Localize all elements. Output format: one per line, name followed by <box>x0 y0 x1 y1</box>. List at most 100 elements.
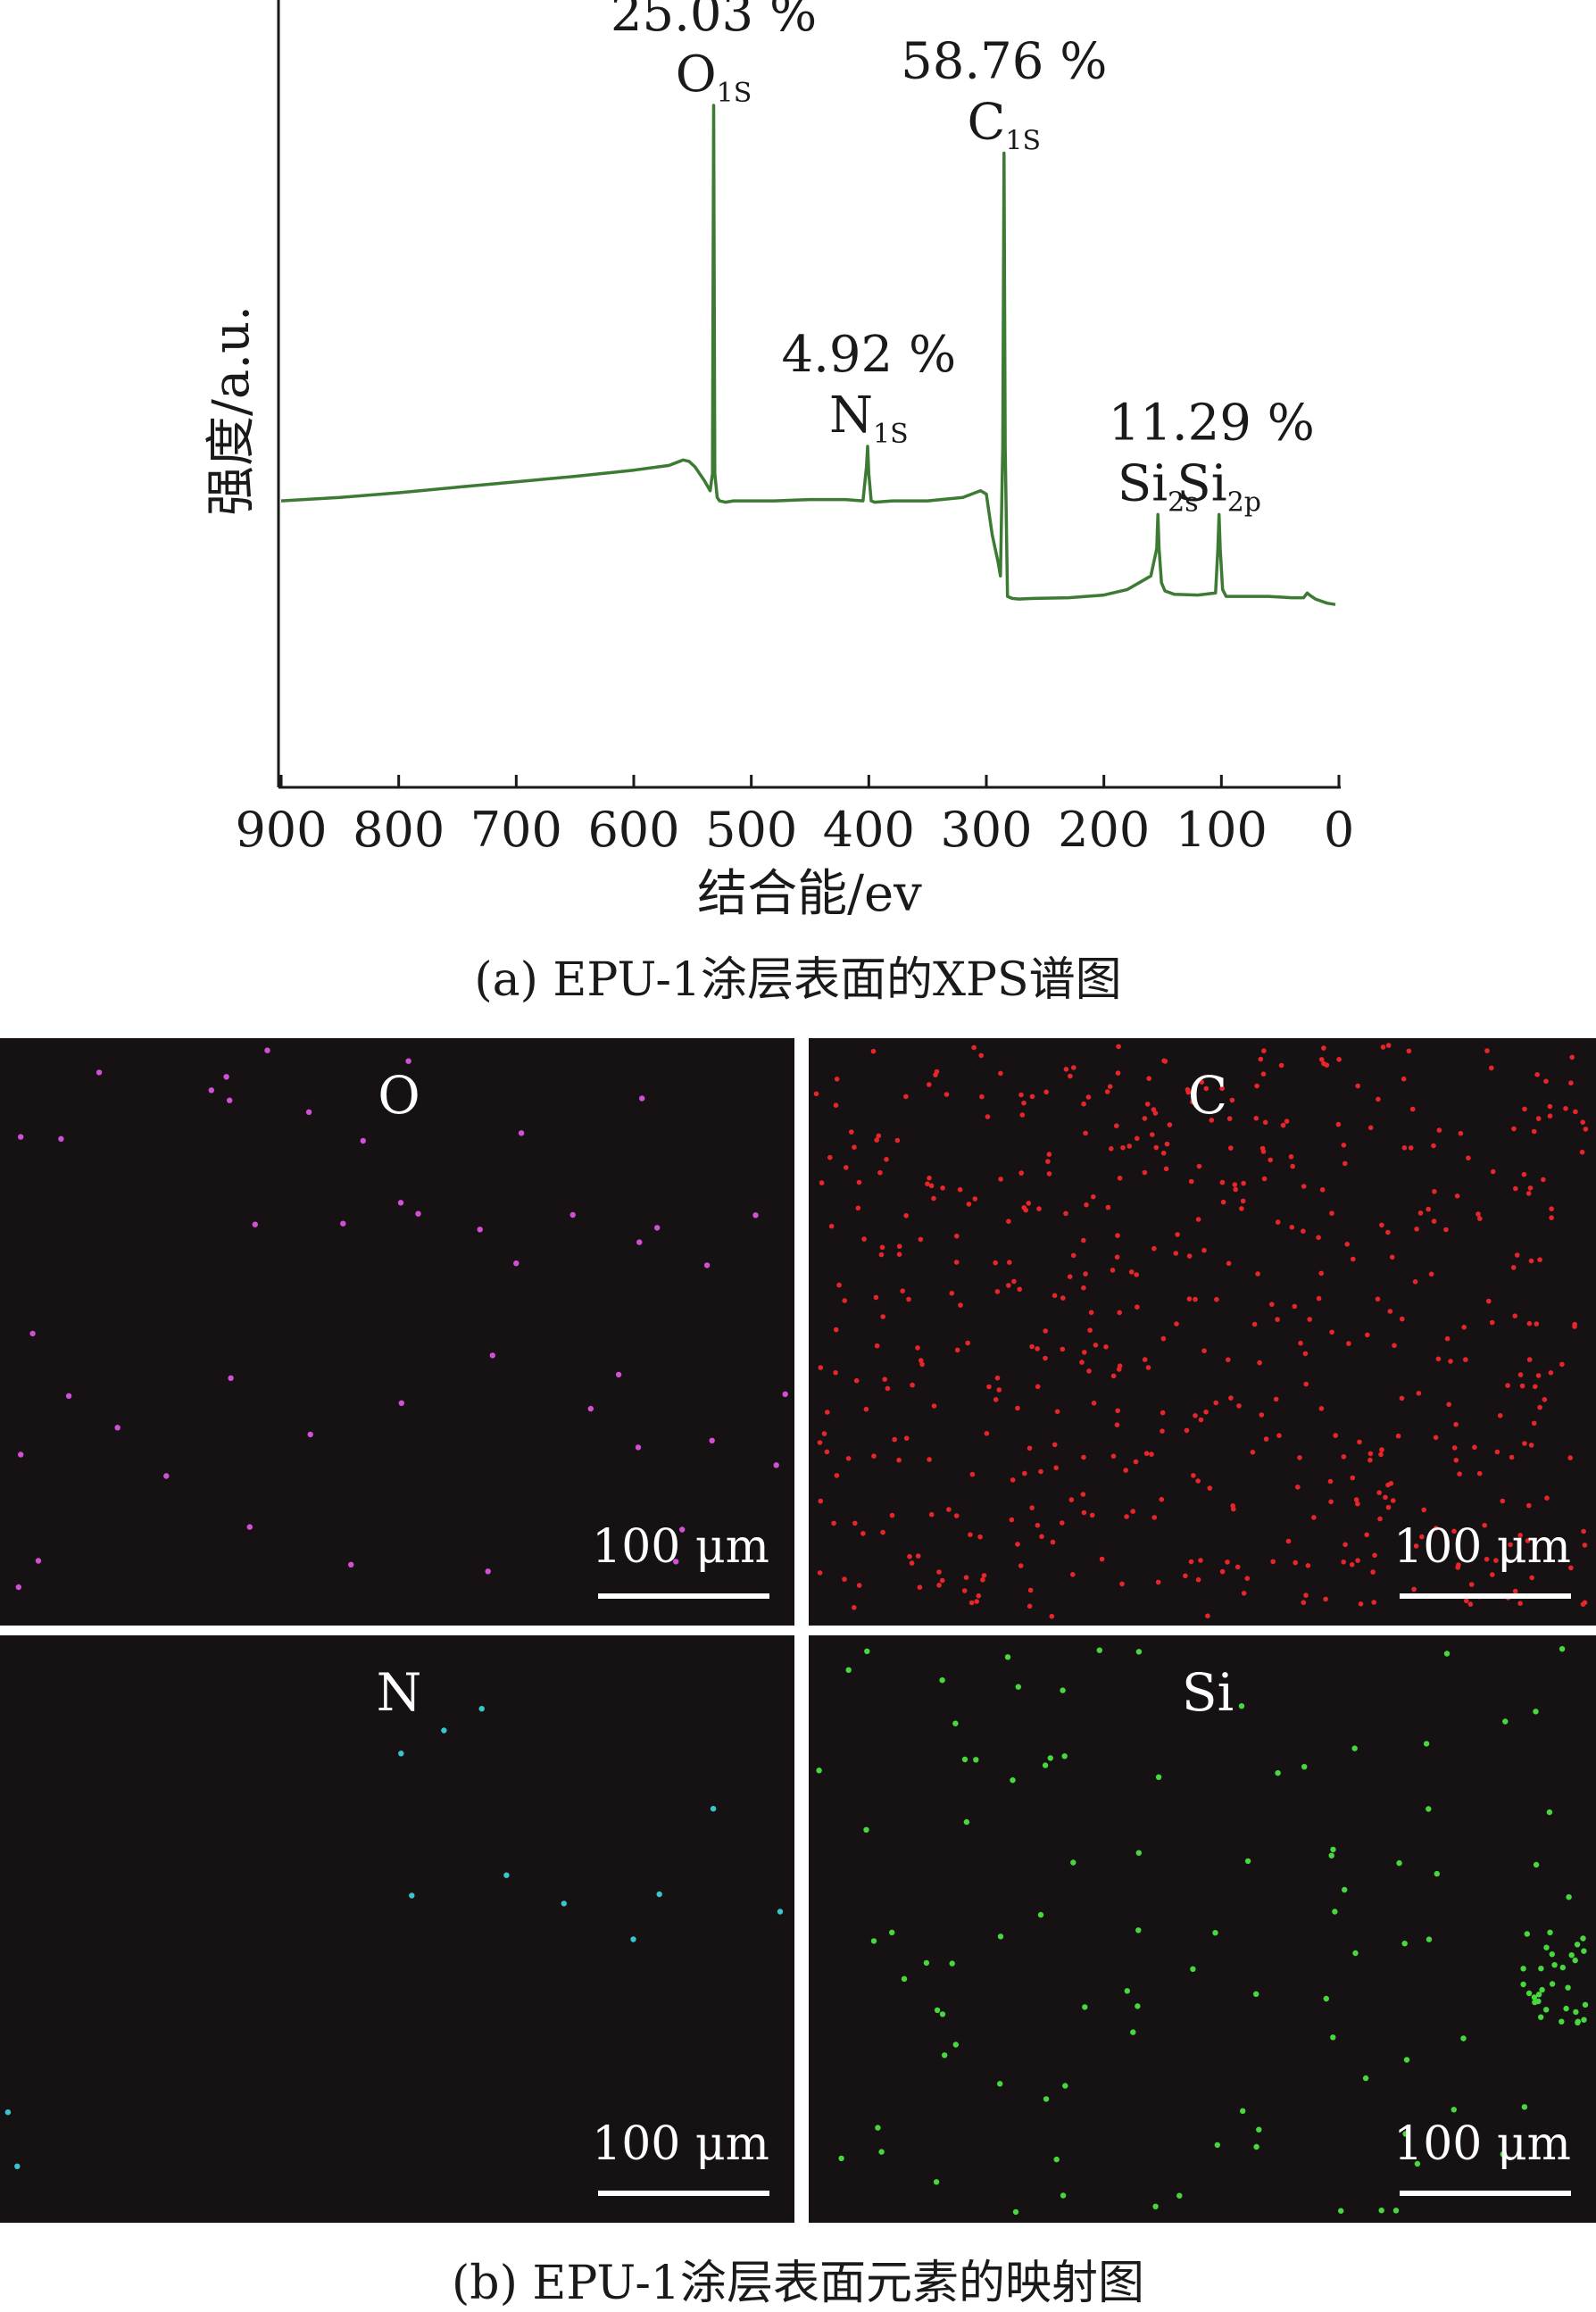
element-dot <box>969 1471 976 1477</box>
peak-percent-label: 11.29 % <box>1109 394 1315 452</box>
element-dot <box>1328 1499 1334 1505</box>
element-dot <box>1079 1360 1085 1365</box>
element-dot <box>1544 1495 1550 1501</box>
element-dot <box>852 1520 858 1526</box>
element-dot <box>409 1892 415 1899</box>
element-dot <box>907 1553 912 1559</box>
element-dot <box>1401 1076 1407 1082</box>
element-dot <box>1240 2108 1246 2114</box>
element-dot <box>870 1048 877 1054</box>
element-dot <box>1408 1145 1414 1151</box>
element-dot <box>398 1400 404 1406</box>
element-dot <box>1105 1204 1111 1210</box>
element-dot <box>1569 1054 1575 1060</box>
element-dot <box>1163 1166 1169 1172</box>
element-dot <box>1510 1265 1517 1270</box>
element-dot <box>933 1072 938 1077</box>
element-dot <box>1297 1455 1302 1460</box>
element-dot <box>1307 1317 1312 1322</box>
element-dot <box>1489 1065 1494 1071</box>
element-dot <box>1043 1089 1049 1095</box>
element-dot <box>1021 1100 1027 1106</box>
element-dots-si <box>816 1646 1589 2216</box>
element-dot <box>1521 2104 1528 2110</box>
element-dot <box>1110 1373 1117 1379</box>
element-dot <box>635 1444 642 1451</box>
element-dot <box>14 2163 21 2169</box>
element-dot <box>1128 1269 1135 1275</box>
element-dot <box>1029 1343 1035 1350</box>
element-dot <box>1563 1106 1568 1111</box>
element-dot <box>1160 1428 1165 1434</box>
element-dot <box>1417 1210 1424 1216</box>
element-dot <box>906 1296 911 1302</box>
element-dot <box>1402 2131 1409 2137</box>
element-dot <box>1043 1328 1048 1334</box>
element-dot <box>1453 1421 1459 1427</box>
element-dot <box>1114 1123 1119 1128</box>
element-dot <box>1043 2096 1050 2102</box>
element-dot <box>1244 1576 1251 1581</box>
element-dot <box>1268 1157 1273 1163</box>
element-dot <box>965 1340 970 1346</box>
element-dot <box>885 1385 891 1392</box>
element-dot <box>1010 1477 1016 1483</box>
element-dot <box>1302 1351 1309 1357</box>
element-dot <box>1522 1106 1527 1112</box>
element-dot <box>1018 1563 1024 1568</box>
element-dot <box>1201 1348 1207 1353</box>
element-dot <box>1475 1211 1481 1217</box>
element-dot <box>1011 1278 1017 1285</box>
element-dot <box>1152 2203 1159 2209</box>
element-dot <box>1401 1145 1408 1151</box>
element-dot <box>878 1252 885 1258</box>
element-dot <box>1367 1125 1374 1131</box>
element-dot <box>569 1211 576 1218</box>
element-dot <box>817 1440 823 1445</box>
element-dot <box>1114 1254 1120 1260</box>
element-dot <box>1535 1116 1542 1121</box>
element-dot <box>917 1584 923 1590</box>
element-dot <box>1142 1357 1148 1362</box>
element-dot <box>1010 1777 1016 1784</box>
element-dot <box>1212 1930 1218 1936</box>
element-dot <box>1135 1649 1143 1655</box>
element-dot <box>1453 1458 1459 1463</box>
element-dot <box>18 1451 24 1458</box>
element-dot <box>1253 1991 1259 1997</box>
element-dot <box>882 1376 887 1382</box>
element-dot <box>1342 1886 1348 1893</box>
element-dot <box>518 1130 525 1136</box>
element-dot <box>561 1900 567 1907</box>
element-dot <box>1385 1229 1391 1235</box>
element-dot <box>1517 1372 1524 1377</box>
element-dot <box>1086 1368 1092 1374</box>
element-dot <box>1226 1357 1231 1363</box>
element-dot <box>1489 1319 1495 1326</box>
element-dot <box>1262 1119 1268 1126</box>
element-dot <box>1026 1201 1032 1206</box>
element-dot <box>1142 1169 1148 1176</box>
element-dot <box>1135 1304 1140 1310</box>
element-dot <box>879 1244 885 1251</box>
mapping-panel-n: N 100 μm <box>0 1635 794 2223</box>
element-dot <box>1257 1360 1262 1366</box>
element-dot <box>1466 1155 1471 1160</box>
element-dot <box>1581 2017 1587 2023</box>
element-dot <box>981 1573 987 1578</box>
element-dot <box>1081 1509 1087 1516</box>
element-dot <box>1054 1409 1060 1415</box>
element-dot <box>1110 1453 1117 1460</box>
element-dot <box>1500 2151 1506 2158</box>
element-dot <box>998 1070 1003 1077</box>
element-dot <box>915 1553 921 1559</box>
element-dot <box>1526 1502 1532 1509</box>
element-dot <box>1520 1981 1526 1988</box>
element-dot <box>936 1569 942 1575</box>
element-dot <box>1292 1303 1298 1310</box>
element-dot <box>1278 1062 1284 1069</box>
element-dot <box>1423 1741 1430 1747</box>
element-dot <box>1329 1329 1334 1335</box>
element-dot <box>1244 1858 1251 1865</box>
